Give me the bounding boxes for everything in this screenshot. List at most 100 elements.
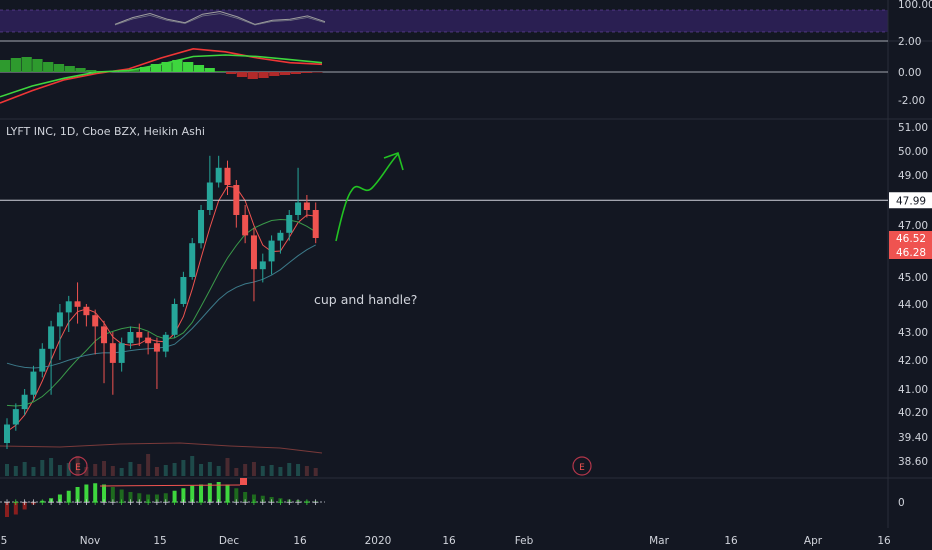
- candle-body[interactable]: [224, 167, 231, 185]
- candle-body[interactable]: [65, 301, 72, 313]
- oscillator-cross-marker: +: [65, 498, 73, 508]
- volume-bar: [243, 464, 248, 476]
- time-axis-label: 5: [1, 535, 8, 547]
- macd-histogram-bar: [43, 62, 54, 72]
- time-axis-label: Feb: [515, 535, 534, 547]
- macd-histogram-bar: [204, 68, 215, 72]
- time-axis-label: 16: [724, 535, 738, 547]
- oscillator-axis-label: 0: [898, 497, 905, 509]
- earnings-marker-icon[interactable]: [572, 456, 592, 476]
- volume-bar: [225, 458, 230, 476]
- candle-body[interactable]: [206, 182, 213, 211]
- volume-bar: [296, 464, 301, 476]
- oscillator-cross-marker: +: [74, 498, 82, 508]
- candle-body[interactable]: [242, 215, 249, 236]
- oscillator-cross-marker: +: [215, 498, 223, 508]
- macd-panel[interactable]: [0, 40, 888, 104]
- oscillator-panel[interactable]: + + + + + + + + + + + + + + + + + + + + + + + + + + + + + + + + + + + +: [0, 478, 325, 517]
- oscillator-cross-marker: +: [241, 498, 249, 508]
- oscillator-bar: [304, 500, 309, 502]
- macd-histogram-bar: [0, 60, 11, 72]
- candle-body[interactable]: [101, 326, 108, 344]
- candle-body[interactable]: [198, 210, 205, 244]
- candle-body[interactable]: [39, 348, 46, 372]
- candle-body[interactable]: [189, 243, 196, 277]
- earnings-marker-icon[interactable]: [68, 456, 88, 476]
- oscillator-bar: [93, 483, 98, 502]
- candle-body[interactable]: [145, 337, 152, 344]
- oscillator-bar: [31, 502, 36, 505]
- price-axis[interactable]: 51.00 50.00 49.00 47.00 45.00 44.00 43.00 42.00…: [898, 0, 932, 509]
- last-price-tag[interactable]: [889, 245, 932, 259]
- candle-body[interactable]: [56, 312, 63, 327]
- oscillator-bar: [40, 500, 45, 502]
- candle-body[interactable]: [12, 409, 19, 425]
- time-axis-label: Dec: [219, 535, 240, 547]
- chart-title: LYFT INC, 1D, Cboe BZX, Heikin Ashi: [6, 125, 205, 138]
- candle-body[interactable]: [92, 315, 99, 327]
- volume-bar: [313, 468, 318, 476]
- volume-bar: [5, 464, 9, 476]
- oscillator-cross-marker: +: [303, 498, 311, 508]
- volume-bar: [278, 467, 283, 476]
- volume-bar: [287, 463, 292, 476]
- macd-histogram-bar: [312, 72, 323, 73]
- candle-body[interactable]: [30, 371, 37, 395]
- macd-histogram-bar: [247, 72, 258, 79]
- candle-body[interactable]: [109, 343, 116, 363]
- candle-body[interactable]: [127, 332, 134, 344]
- candle-body[interactable]: [233, 185, 240, 215]
- oscillator-bar: [199, 484, 204, 502]
- oscillator-cross-marker: +: [144, 498, 152, 508]
- oscillator-cross-marker: +: [180, 498, 188, 508]
- macd-histogram-bar: [53, 64, 65, 72]
- candle-body[interactable]: [286, 215, 293, 233]
- candle-body[interactable]: [268, 240, 275, 262]
- oscillator-bar: [269, 497, 274, 502]
- candle-body[interactable]: [153, 343, 160, 352]
- macd-histogram-bar: [193, 65, 205, 72]
- chart-annotation[interactable]: cup and handle?: [314, 292, 418, 307]
- candle-body[interactable]: [162, 334, 169, 352]
- candle-body[interactable]: [74, 301, 81, 307]
- horizontal-line-price-tag[interactable]: [889, 192, 932, 209]
- candle-body[interactable]: [250, 235, 257, 270]
- candle-body[interactable]: [312, 210, 319, 238]
- candle-body[interactable]: [136, 332, 143, 338]
- price-axis-label: 40.20: [898, 407, 928, 419]
- last-price-text: 46.28: [896, 247, 926, 259]
- candle-body[interactable]: [295, 202, 302, 216]
- candle-body[interactable]: [180, 277, 187, 304]
- last-price-tag[interactable]: [889, 231, 932, 245]
- oscillator-cross-marker: +: [268, 498, 276, 508]
- projection-arrow[interactable]: [335, 153, 399, 242]
- candle-body[interactable]: [118, 343, 125, 363]
- candle-body[interactable]: [215, 167, 222, 183]
- candle-body[interactable]: [259, 261, 266, 270]
- oscillator-bar: [137, 493, 142, 502]
- candle-body[interactable]: [21, 394, 28, 410]
- candle-body[interactable]: [83, 306, 90, 316]
- candle-body[interactable]: [303, 202, 310, 211]
- candle-body[interactable]: [277, 232, 284, 241]
- oscillator-bar: [234, 488, 239, 502]
- volume-bar: [40, 460, 45, 476]
- volume-bar: [190, 456, 195, 476]
- candle-body[interactable]: [48, 326, 55, 349]
- volume-bar: [163, 465, 168, 476]
- macd-histogram-bar: [269, 72, 280, 76]
- macd-histogram-bar: [161, 62, 172, 72]
- candle-body[interactable]: [171, 304, 178, 335]
- price-axis-label: 47.00: [898, 220, 928, 232]
- time-axis-label: 2020: [365, 535, 392, 547]
- time-axis[interactable]: 5 Nov 15 Dec 16 2020 16 Feb Mar 16 Apr 16: [1, 535, 891, 547]
- fast-moving-average-line: [6, 185, 316, 432]
- oscillator-bar: [110, 487, 115, 502]
- rsi-panel[interactable]: [0, 9, 888, 33]
- price-axis-label: 42.00: [898, 355, 928, 367]
- candle-body[interactable]: [4, 424, 10, 444]
- oscillator-cross-marker: +: [162, 498, 170, 508]
- macd-histogram-bar: [215, 71, 226, 72]
